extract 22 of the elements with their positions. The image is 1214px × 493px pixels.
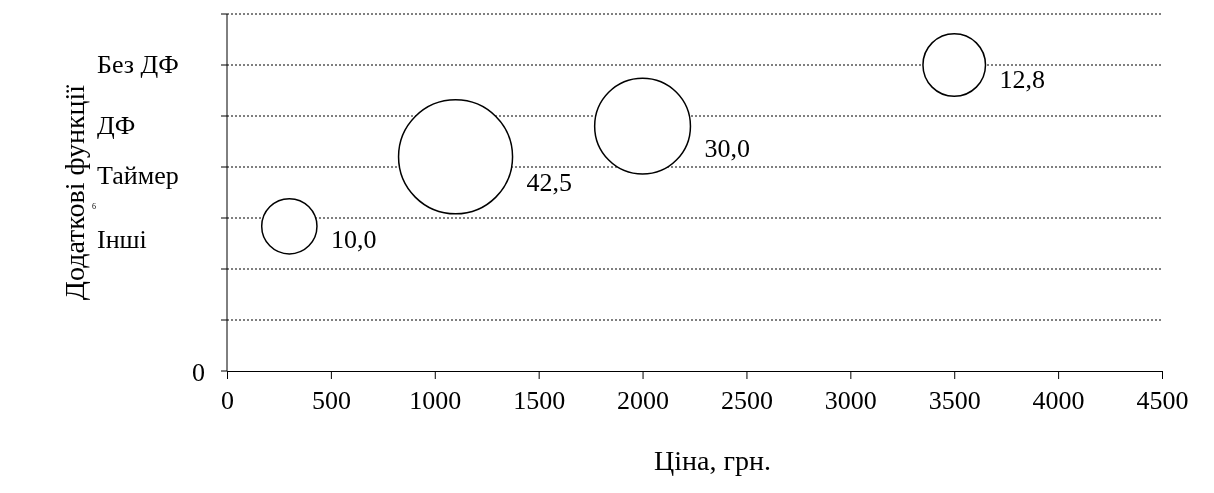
x-tick-label: 2000 (617, 386, 670, 416)
x-tick-label: 4500 (1136, 386, 1189, 416)
x-axis-title: Ціна, грн. (654, 445, 771, 476)
text: 0 (192, 358, 205, 387)
y-axis-title: Додаткові функції (59, 84, 90, 301)
text: Таймер (97, 161, 179, 190)
annotation: 10,0 (330, 224, 377, 254)
x-tick-label: 2500 (720, 386, 773, 416)
text: Без ДФ (97, 50, 179, 79)
x-tick-label: 500 (311, 386, 351, 416)
x-tick-label: 3000 (824, 386, 877, 416)
text: ДФ (97, 111, 136, 140)
annotation: 12,8 (999, 65, 1045, 95)
text: Інші (97, 225, 147, 254)
x-tick-label: 0 (221, 386, 234, 416)
annotation: 30,0 (704, 133, 750, 163)
annotation: 42,5 (526, 168, 573, 198)
x-tick-label: 3500 (928, 386, 981, 416)
x-tick-label: 1000 (409, 386, 462, 416)
x-tick-label: 4000 (1032, 386, 1085, 416)
x-tick-label: 1500 (513, 386, 566, 416)
text: 6 (92, 202, 96, 211)
